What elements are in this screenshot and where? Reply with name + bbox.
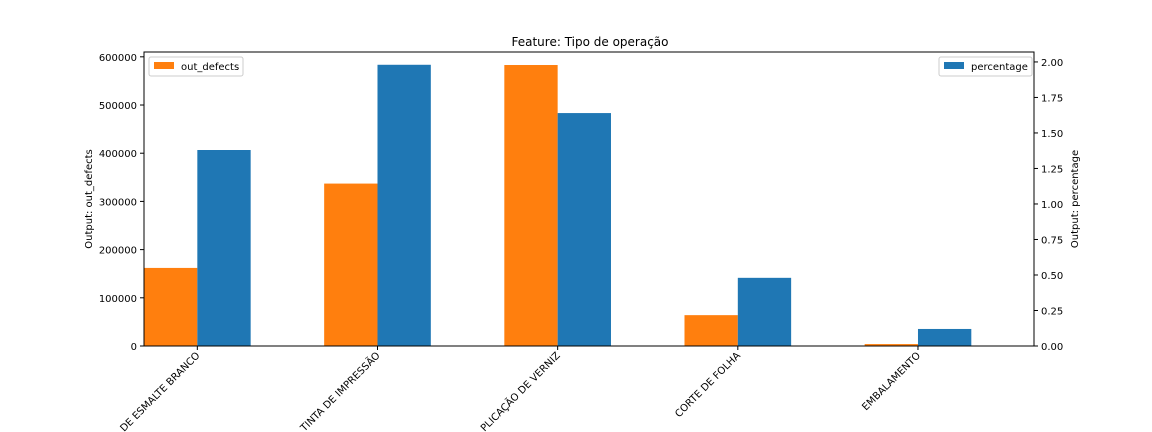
bar-out-defects-1 bbox=[324, 183, 378, 346]
legend-label-percentage: percentage bbox=[971, 62, 1028, 73]
left-tick-label-6: 600000 bbox=[99, 53, 137, 64]
bar-out-defects-4 bbox=[864, 344, 918, 346]
legend-right: percentage bbox=[938, 56, 1033, 77]
right-tick-label-2: 0.50 bbox=[1041, 271, 1063, 282]
left-tick-label-4: 400000 bbox=[99, 149, 137, 160]
right-tick-label-6: 1.50 bbox=[1041, 129, 1063, 140]
left-tick-label-2: 200000 bbox=[99, 246, 137, 257]
bar-out-defects-2 bbox=[504, 65, 558, 346]
plot-frame bbox=[143, 51, 1035, 347]
right-tick-label-4: 1.00 bbox=[1041, 200, 1063, 211]
chart-title: Feature: Tipo de operação bbox=[511, 35, 668, 49]
right-tick-label-8: 2.00 bbox=[1041, 58, 1063, 69]
left-tick-label-5: 500000 bbox=[99, 101, 137, 112]
x-tick-label-3: CORTE DE FOLHA bbox=[673, 350, 743, 420]
legend-left: out_defects bbox=[148, 56, 244, 77]
left-tick-label-3: 300000 bbox=[99, 197, 137, 208]
x-tick-label-4: EMBALAMENTO bbox=[860, 350, 923, 413]
bar-percentage-3 bbox=[737, 277, 792, 346]
legend-left-box bbox=[148, 56, 244, 77]
x-tick-label-1: TINTA DE IMPRESSÃO bbox=[297, 349, 383, 432]
bar-percentage-4 bbox=[917, 328, 972, 346]
legend-swatch-percentage bbox=[944, 62, 964, 69]
x-tick-label-2: PLICAÇÃO DE VERNIZ bbox=[478, 349, 563, 432]
bar-percentage-0 bbox=[197, 150, 251, 346]
legend-right-box bbox=[938, 56, 1033, 77]
right-tick-label-3: 0.75 bbox=[1041, 235, 1063, 246]
right-tick-label-1: 0.25 bbox=[1041, 306, 1063, 317]
left-tick-label-1: 100000 bbox=[99, 294, 137, 305]
bar-percentage-2 bbox=[557, 113, 611, 346]
right-axis-label: Output: percentage bbox=[1070, 150, 1081, 248]
right-tick-label-0: 0.00 bbox=[1041, 342, 1063, 353]
right-tick-label-5: 1.25 bbox=[1041, 164, 1063, 175]
bar-out-defects-0 bbox=[144, 267, 198, 346]
left-tick-label-0: 0 bbox=[131, 342, 137, 353]
bar-percentage-1 bbox=[377, 64, 431, 346]
left-axis-label: Output: out_defects bbox=[84, 149, 95, 248]
legend-label-out-defects: out_defects bbox=[181, 62, 239, 73]
right-tick-label-7: 1.75 bbox=[1041, 93, 1063, 104]
legend-swatch-out-defects bbox=[154, 62, 174, 69]
x-tick-label-0: DE ESMALTE BRANCO bbox=[119, 350, 203, 432]
bar-out-defects-3 bbox=[684, 315, 738, 346]
